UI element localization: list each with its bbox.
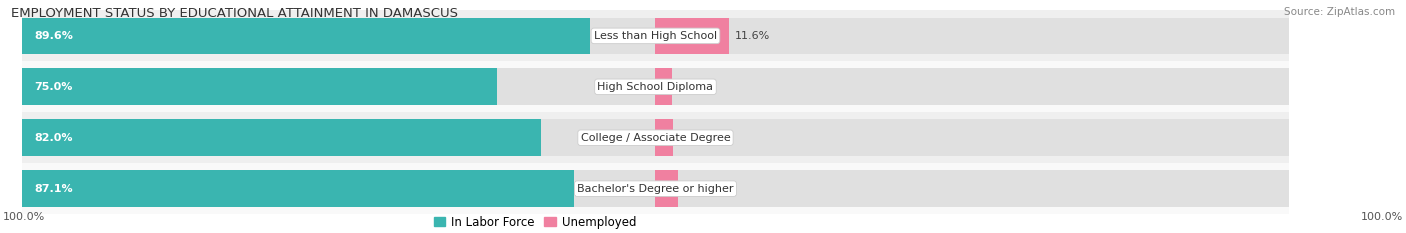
Text: Less than High School: Less than High School xyxy=(593,31,717,41)
Text: High School Diploma: High School Diploma xyxy=(598,82,713,92)
Bar xyxy=(655,119,1289,156)
Text: 100.0%: 100.0% xyxy=(3,212,45,222)
Bar xyxy=(21,69,498,105)
Bar xyxy=(21,112,1289,163)
Bar xyxy=(655,69,672,105)
Text: 82.0%: 82.0% xyxy=(35,133,73,143)
Text: 11.6%: 11.6% xyxy=(735,31,770,41)
Text: 75.0%: 75.0% xyxy=(35,82,73,92)
Legend: In Labor Force, Unemployed: In Labor Force, Unemployed xyxy=(429,211,641,233)
Bar xyxy=(655,119,672,156)
Bar xyxy=(655,69,1289,105)
Bar xyxy=(21,17,655,54)
Bar xyxy=(21,163,1289,214)
Bar xyxy=(21,61,1289,112)
Text: Bachelor's Degree or higher: Bachelor's Degree or higher xyxy=(578,184,734,194)
Text: Source: ZipAtlas.com: Source: ZipAtlas.com xyxy=(1284,7,1395,17)
Bar xyxy=(655,170,1289,207)
Bar xyxy=(21,170,574,207)
Text: 2.7%: 2.7% xyxy=(679,133,707,143)
Text: 3.5%: 3.5% xyxy=(683,184,713,194)
Text: 100.0%: 100.0% xyxy=(1361,212,1403,222)
Bar xyxy=(655,17,728,54)
Text: EMPLOYMENT STATUS BY EDUCATIONAL ATTAINMENT IN DAMASCUS: EMPLOYMENT STATUS BY EDUCATIONAL ATTAINM… xyxy=(11,7,458,20)
Bar xyxy=(21,17,589,54)
Text: College / Associate Degree: College / Associate Degree xyxy=(581,133,730,143)
Bar xyxy=(21,119,541,156)
Bar xyxy=(655,17,1289,54)
Bar xyxy=(655,170,678,207)
Text: 2.6%: 2.6% xyxy=(678,82,707,92)
Bar xyxy=(21,10,1289,61)
Bar xyxy=(21,69,655,105)
Text: 87.1%: 87.1% xyxy=(35,184,73,194)
Bar xyxy=(21,119,655,156)
Text: 89.6%: 89.6% xyxy=(35,31,73,41)
Bar xyxy=(21,170,655,207)
